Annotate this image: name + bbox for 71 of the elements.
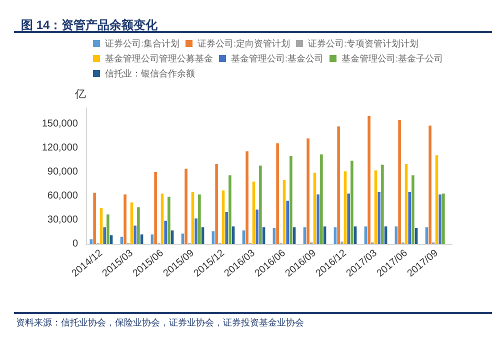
legend-label: 证券公司:专项资管计划计划 xyxy=(308,38,419,48)
bar xyxy=(438,194,442,244)
bar xyxy=(334,227,337,244)
bar xyxy=(408,192,411,244)
bar xyxy=(256,210,258,244)
bar xyxy=(90,239,93,244)
bar xyxy=(262,227,266,244)
bar xyxy=(124,194,126,244)
bar xyxy=(252,182,256,244)
bar xyxy=(137,207,140,244)
bar xyxy=(215,164,218,244)
bar xyxy=(282,180,286,244)
bar xyxy=(194,218,198,244)
bar xyxy=(316,194,320,244)
bar xyxy=(103,227,106,244)
bar xyxy=(425,227,428,244)
bar xyxy=(290,156,292,244)
bar xyxy=(184,168,188,244)
chart-title: 图 14：资管产品余额变化 xyxy=(21,18,159,32)
y-tick-label: 120,000 xyxy=(42,142,78,154)
bar xyxy=(110,235,113,244)
bar xyxy=(212,231,215,244)
y-tick-label: 150,000 xyxy=(42,118,78,130)
bar xyxy=(228,175,232,244)
bar xyxy=(442,194,445,244)
legend-label: 证券公司:集合计划 xyxy=(105,38,180,48)
legend-label: 基金管理公司:基金子公司 xyxy=(342,54,444,64)
bar xyxy=(292,227,296,244)
bar xyxy=(428,126,432,244)
bar xyxy=(374,170,378,244)
legend-label: 基金管理公司:基金公司 xyxy=(231,54,324,64)
bar xyxy=(398,120,401,244)
bar xyxy=(337,126,340,244)
bar xyxy=(181,234,184,244)
bar xyxy=(198,194,201,244)
bar xyxy=(225,212,228,244)
bar xyxy=(350,160,354,244)
y-tick-label: 0 xyxy=(72,238,78,250)
bar xyxy=(164,220,167,244)
bar xyxy=(154,172,157,244)
bar xyxy=(201,227,204,244)
text: 资料来源：信托业协会，保险业协会，证券业协会，证券投资基金业协会 xyxy=(16,318,304,328)
bar xyxy=(412,175,414,244)
bar xyxy=(100,208,103,244)
y-tick-label: 30,000 xyxy=(47,214,78,226)
bar xyxy=(191,192,194,244)
legend-label: 证券公司:定向资管计划 xyxy=(198,38,290,48)
bar xyxy=(368,116,370,244)
legend-label: 信托业：银信合作余额 xyxy=(105,68,195,78)
bar xyxy=(106,214,110,244)
bar xyxy=(378,192,380,244)
bar xyxy=(381,164,384,244)
y-tick-label: 60,000 xyxy=(47,190,78,202)
legend-label: 基金管理公司管理公募基金 xyxy=(105,54,213,64)
bar xyxy=(435,155,438,244)
bar xyxy=(286,200,289,244)
bar xyxy=(347,194,350,244)
bar xyxy=(276,143,279,244)
bar xyxy=(259,166,262,244)
bar xyxy=(404,164,408,244)
bar xyxy=(168,196,170,244)
bar xyxy=(93,192,96,244)
bar xyxy=(160,194,164,244)
bar xyxy=(306,138,310,244)
bar xyxy=(303,227,306,244)
y-tick-label: 90,000 xyxy=(47,166,78,178)
y-axis-title: 亿 xyxy=(74,88,86,100)
bar xyxy=(134,226,136,244)
bar xyxy=(320,154,323,244)
bar xyxy=(344,171,347,244)
bar xyxy=(246,151,248,244)
